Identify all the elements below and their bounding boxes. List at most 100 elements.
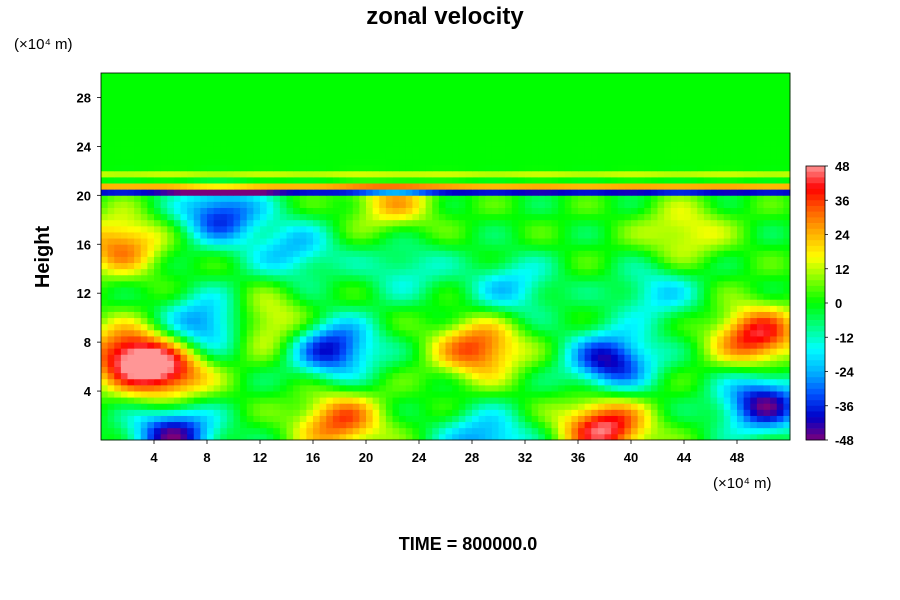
field-cell (419, 336, 427, 343)
field-cell (299, 268, 307, 276)
field-cell (485, 378, 493, 386)
field-cell (690, 421, 698, 429)
field-cell (319, 225, 327, 233)
field-cell (193, 183, 201, 190)
field-cell (664, 415, 672, 423)
field-cell (670, 146, 678, 153)
field-cell (783, 305, 791, 312)
field-cell (531, 360, 539, 367)
field-cell (737, 250, 745, 257)
field-cell (246, 360, 254, 367)
field-cell (617, 219, 625, 227)
field-cell (505, 378, 513, 386)
field-cell (531, 146, 539, 153)
field-cell (306, 164, 314, 172)
field-cell (279, 305, 287, 312)
field-cell (717, 311, 725, 319)
field-cell (531, 329, 539, 337)
field-cell (180, 293, 188, 300)
field-cell (313, 311, 321, 319)
field-cell (187, 244, 195, 251)
field-cell (783, 238, 791, 245)
field-cell (326, 354, 334, 361)
field-cell (160, 232, 168, 239)
field-cell (644, 360, 652, 367)
field-cell (710, 360, 718, 367)
field-cell (279, 348, 287, 355)
field-cell (352, 232, 360, 239)
field-cell (637, 207, 645, 215)
field-cell (750, 287, 758, 294)
field-cell (571, 274, 579, 282)
field-cell (213, 372, 221, 380)
field-cell (207, 219, 215, 227)
field-cell (233, 207, 241, 215)
field-cell (498, 158, 506, 166)
field-cell (558, 219, 566, 227)
field-cell (737, 433, 745, 441)
field-cell (737, 189, 745, 196)
field-cell (650, 280, 658, 288)
field-cell (399, 323, 407, 331)
field-cell (438, 238, 446, 245)
field-cell (134, 268, 142, 276)
field-cell (657, 176, 665, 184)
field-cell (226, 158, 234, 166)
field-cell (664, 280, 672, 288)
field-cell (624, 403, 632, 410)
field-cell (253, 427, 261, 435)
field-cell (167, 403, 175, 410)
field-cell (147, 317, 155, 325)
field-cell (359, 415, 367, 423)
field-cell (412, 170, 420, 178)
field-cell (134, 189, 142, 196)
field-cell (438, 158, 446, 166)
field-cell (372, 305, 380, 312)
field-cell (140, 232, 148, 239)
field-cell (690, 201, 698, 208)
field-cell (485, 317, 493, 325)
field-cell (147, 195, 155, 202)
field-cell (114, 317, 122, 325)
field-cell (743, 256, 751, 264)
field-cell (452, 170, 460, 178)
field-cell (597, 176, 605, 184)
field-cell (544, 176, 552, 184)
field-cell (551, 336, 559, 343)
field-cell (101, 232, 109, 239)
field-cell (558, 158, 566, 166)
field-cell (213, 158, 221, 166)
field-cell (279, 403, 287, 410)
field-cell (180, 250, 188, 257)
field-cell (366, 336, 374, 343)
field-cell (750, 232, 758, 239)
field-cell (650, 323, 658, 331)
field-cell (332, 256, 340, 264)
field-cell (491, 213, 499, 221)
field-cell (253, 287, 261, 294)
field-cell (664, 207, 672, 215)
field-cell (200, 238, 208, 245)
field-cell (193, 219, 201, 227)
field-cell (233, 323, 241, 331)
field-cell (664, 256, 672, 264)
field-cell (756, 372, 764, 380)
field-cell (432, 256, 440, 264)
field-cell (359, 170, 367, 178)
field-cell (697, 391, 705, 398)
field-cell (107, 415, 115, 423)
field-cell (379, 415, 387, 423)
field-cell (717, 305, 725, 312)
field-cell (776, 293, 784, 300)
field-cell (392, 158, 400, 166)
field-cell (505, 293, 513, 300)
field-cell (266, 195, 274, 202)
field-cell (697, 323, 705, 331)
field-cell (266, 232, 274, 239)
field-cell (339, 201, 347, 208)
field-cell (293, 329, 301, 337)
field-cell (260, 391, 268, 398)
field-cell (637, 366, 645, 374)
field-cell (160, 378, 168, 386)
field-cell (710, 170, 718, 178)
